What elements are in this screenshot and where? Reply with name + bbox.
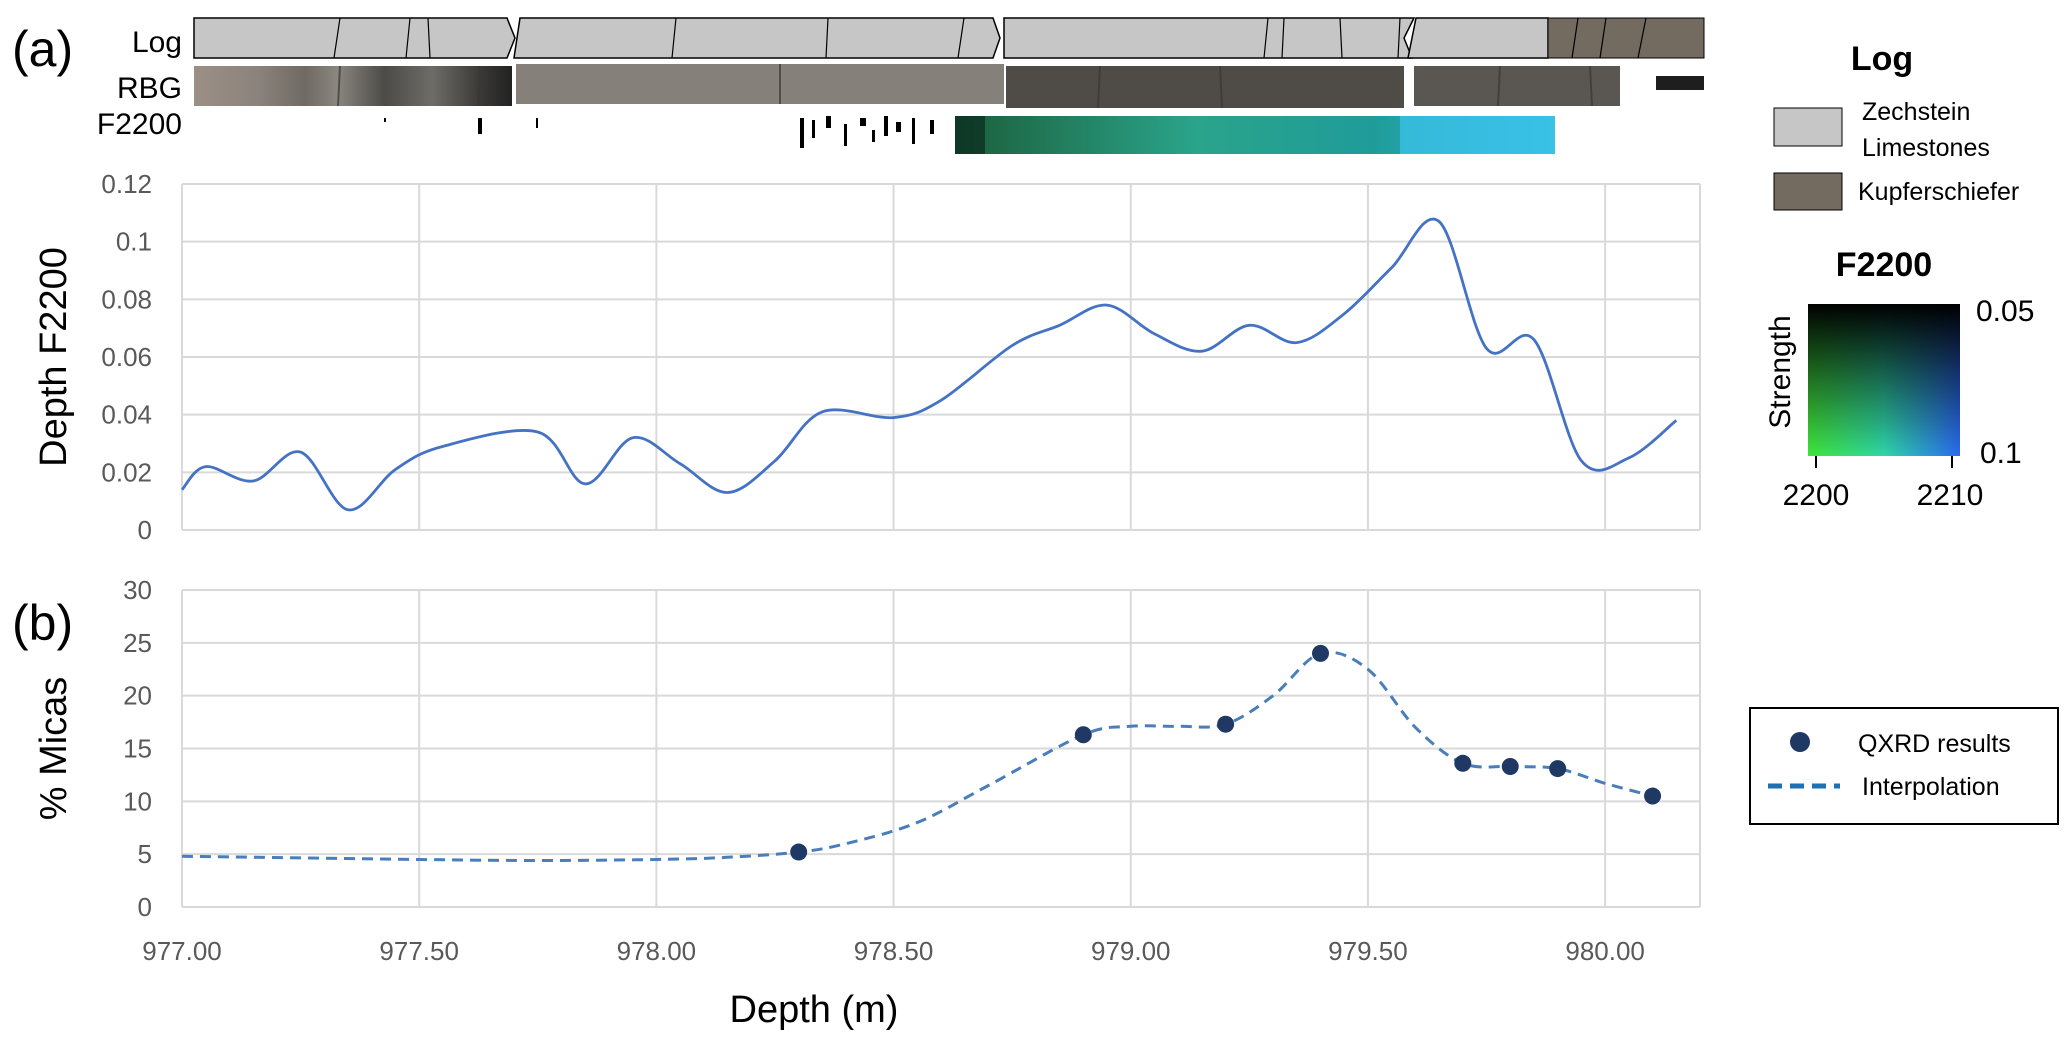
log-legend-title: Log [1851,40,1913,78]
zechstein-label-line1: Zechstein [1862,98,1970,126]
f2200-key-x-right: 2210 [1917,479,1984,512]
panel-b-xlabel: Depth (m) [730,989,899,1031]
qxrd-point [1549,760,1567,778]
y-tick-label: 0.12 [101,169,152,199]
zechstein-label-line2: Limestones [1862,134,1990,162]
log-segment-zechstein-3 [1003,17,1416,59]
y-tick-label: 30 [123,575,152,605]
y-tick-label: 0.1 [116,227,152,257]
panel-b-legend-box [1749,707,2059,825]
rgb-strip [194,64,1704,109]
y-tick-label: 15 [123,734,152,764]
rgb-strip-label: RBG [117,72,182,105]
panel-a-tag: (a) [12,21,73,77]
x-tick-label: 978.00 [617,936,697,966]
panel-b-yticks: 0 5 10 15 20 25 30 [123,575,152,922]
qxrd-point [1644,787,1662,805]
x-tick-label: 977.50 [379,936,459,966]
qxrd-legend-label: QXRD results [1858,730,2011,758]
log-legend: Log Zechstein Limestones Kupferschiefer [1773,40,2019,211]
panel-b-ylabel: % Micas [33,677,75,821]
y-tick-label: 20 [123,681,152,711]
y-tick-label: 0.04 [101,400,152,430]
f2200-strip [384,116,1555,154]
x-tick-label: 978.50 [854,936,934,966]
y-tick-label: 25 [123,628,152,658]
panel-a-grid [181,183,1701,531]
qxrd-point [1074,726,1092,744]
interpolation-legend-label: Interpolation [1862,773,2000,801]
qxrd-point [1217,715,1235,733]
f2200-depth-line [180,217,1678,512]
log-segment-zechstein-4 [1407,17,1549,59]
f2200-key-title: F2200 [1836,246,1932,284]
y-tick-label: 0 [138,892,152,922]
qxrd-point [1454,754,1472,772]
panel-b-xticks: 977.00 977.50 978.00 978.50 979.00 979.50 980.… [142,936,1645,966]
qxrd-points [790,644,1662,861]
log-segment-kupferschiefer [1547,17,1705,59]
interpolation-line [181,650,1653,863]
panel-a-plot: 0 0.02 0.04 0.06 0.08 0.1 0.12 Depth F2200 [33,169,1701,545]
y-tick-label: 0 [138,515,152,545]
f2200-strip-label: F2200 [97,108,182,141]
qxrd-legend-marker [1790,732,1810,752]
f2200-key-x-left: 2200 [1783,479,1850,512]
x-tick-label: 980.00 [1565,936,1645,966]
x-tick-label: 979.00 [1091,936,1171,966]
log-segment-zechstein-1 [193,17,516,59]
qxrd-point [790,843,808,861]
y-tick-label: 0.08 [101,284,152,314]
y-tick-label: 0.02 [101,457,152,487]
log-segment-zechstein-2 [513,17,1001,59]
panel-a-ylabel: Depth F2200 [33,247,75,467]
y-tick-label: 0.06 [101,342,152,372]
qxrd-point [1501,757,1519,775]
f2200-colour-key: F2200 2200 2210 0.05 0.1 Strength [1764,246,2034,512]
panel-b-tag: (b) [12,595,73,651]
f2200-key-y-bottom: 0.1 [1980,437,2022,470]
x-tick-label: 977.00 [142,936,222,966]
f2200-key-ylabel: Strength [1764,315,1797,428]
panel-a-yticks: 0 0.02 0.04 0.06 0.08 0.1 0.12 [101,169,152,545]
f2200-key-strength-gradient [1808,304,1960,456]
log-strip-label: Log [132,26,182,59]
panel-b-plot: 0 5 10 15 20 25 30 977.00 977.50 978.00 978.50 979… [33,575,1701,1031]
kupferschiefer-swatch [1773,172,1843,211]
panel-b-legend: QXRD results Interpolation [1749,707,2059,825]
y-tick-label: 10 [123,786,152,816]
log-strip [193,17,1705,59]
x-tick-label: 979.50 [1328,936,1408,966]
qxrd-point [1312,644,1329,662]
panel-b-grid [181,589,1701,908]
y-tick-label: 5 [138,839,152,869]
zechstein-swatch [1773,107,1843,147]
f2200-key-y-top: 0.05 [1976,295,2034,328]
kupferschiefer-label: Kupferschiefer [1858,178,2019,206]
